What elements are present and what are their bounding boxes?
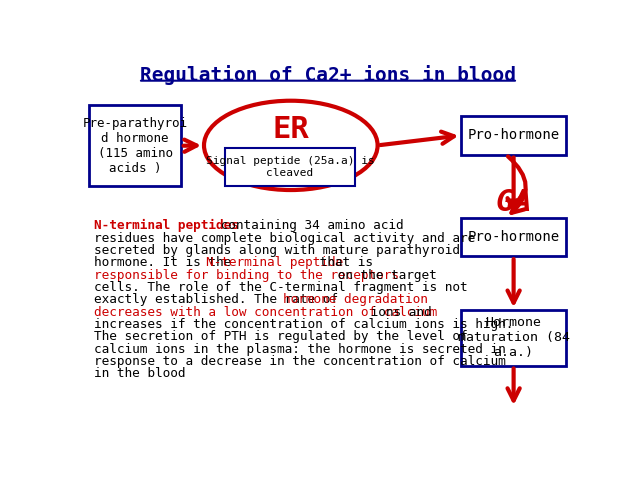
Text: in the blood: in the blood bbox=[94, 367, 186, 380]
Text: Pre-parathyroi
d hormone
(115 amino
acids ): Pre-parathyroi d hormone (115 amino acid… bbox=[83, 117, 188, 175]
Text: ions and: ions and bbox=[363, 306, 431, 319]
Text: responsible for binding to the receptors: responsible for binding to the receptors bbox=[94, 269, 399, 282]
Text: hormone degradation: hormone degradation bbox=[283, 293, 428, 306]
Text: ER: ER bbox=[273, 116, 309, 144]
Text: Pro-hormone: Pro-hormone bbox=[468, 230, 559, 244]
Text: cells. The role of the C-terminal fragment is not: cells. The role of the C-terminal fragme… bbox=[94, 281, 468, 294]
Text: GA: GA bbox=[495, 188, 532, 217]
Text: on the target: on the target bbox=[330, 269, 437, 282]
Text: Hormone
maturation (84
a.a.): Hormone maturation (84 a.a.) bbox=[458, 316, 570, 360]
FancyBboxPatch shape bbox=[461, 116, 566, 155]
Text: increases if the concentration of calcium ions is high.: increases if the concentration of calciu… bbox=[94, 318, 513, 331]
Text: Signal peptide (25a.a) is
cleaved: Signal peptide (25a.a) is cleaved bbox=[205, 156, 374, 178]
Text: response to a decrease in the concentration of calcium: response to a decrease in the concentrat… bbox=[94, 355, 506, 368]
Text: calcium ions in the plasma: the hormone is secreted in: calcium ions in the plasma: the hormone … bbox=[94, 343, 506, 356]
Text: exactly established. The rate of: exactly established. The rate of bbox=[94, 293, 346, 306]
Text: N-terminal peptides: N-terminal peptides bbox=[94, 219, 239, 232]
Text: decreases with a low concentration of calcium: decreases with a low concentration of ca… bbox=[94, 306, 437, 319]
FancyBboxPatch shape bbox=[461, 310, 566, 366]
Text: Pro-hormone: Pro-hormone bbox=[468, 128, 559, 143]
Ellipse shape bbox=[204, 101, 378, 190]
Text: that is: that is bbox=[312, 256, 374, 269]
FancyBboxPatch shape bbox=[225, 148, 355, 186]
Text: Regulation of Ca2+ ions in blood: Regulation of Ca2+ ions in blood bbox=[140, 64, 516, 84]
Text: The secretion of PTH is regulated by the level of: The secretion of PTH is regulated by the… bbox=[94, 330, 468, 343]
Text: containing 34 amino acid: containing 34 amino acid bbox=[212, 219, 403, 232]
Text: N-terminal peptide: N-terminal peptide bbox=[205, 256, 343, 269]
Text: residues have complete biological activity and are: residues have complete biological activi… bbox=[94, 232, 475, 245]
FancyBboxPatch shape bbox=[461, 218, 566, 256]
Text: secreted by glands along with mature parathyroid: secreted by glands along with mature par… bbox=[94, 244, 460, 257]
Text: hormone. It is the: hormone. It is the bbox=[94, 256, 239, 269]
FancyBboxPatch shape bbox=[90, 105, 180, 186]
